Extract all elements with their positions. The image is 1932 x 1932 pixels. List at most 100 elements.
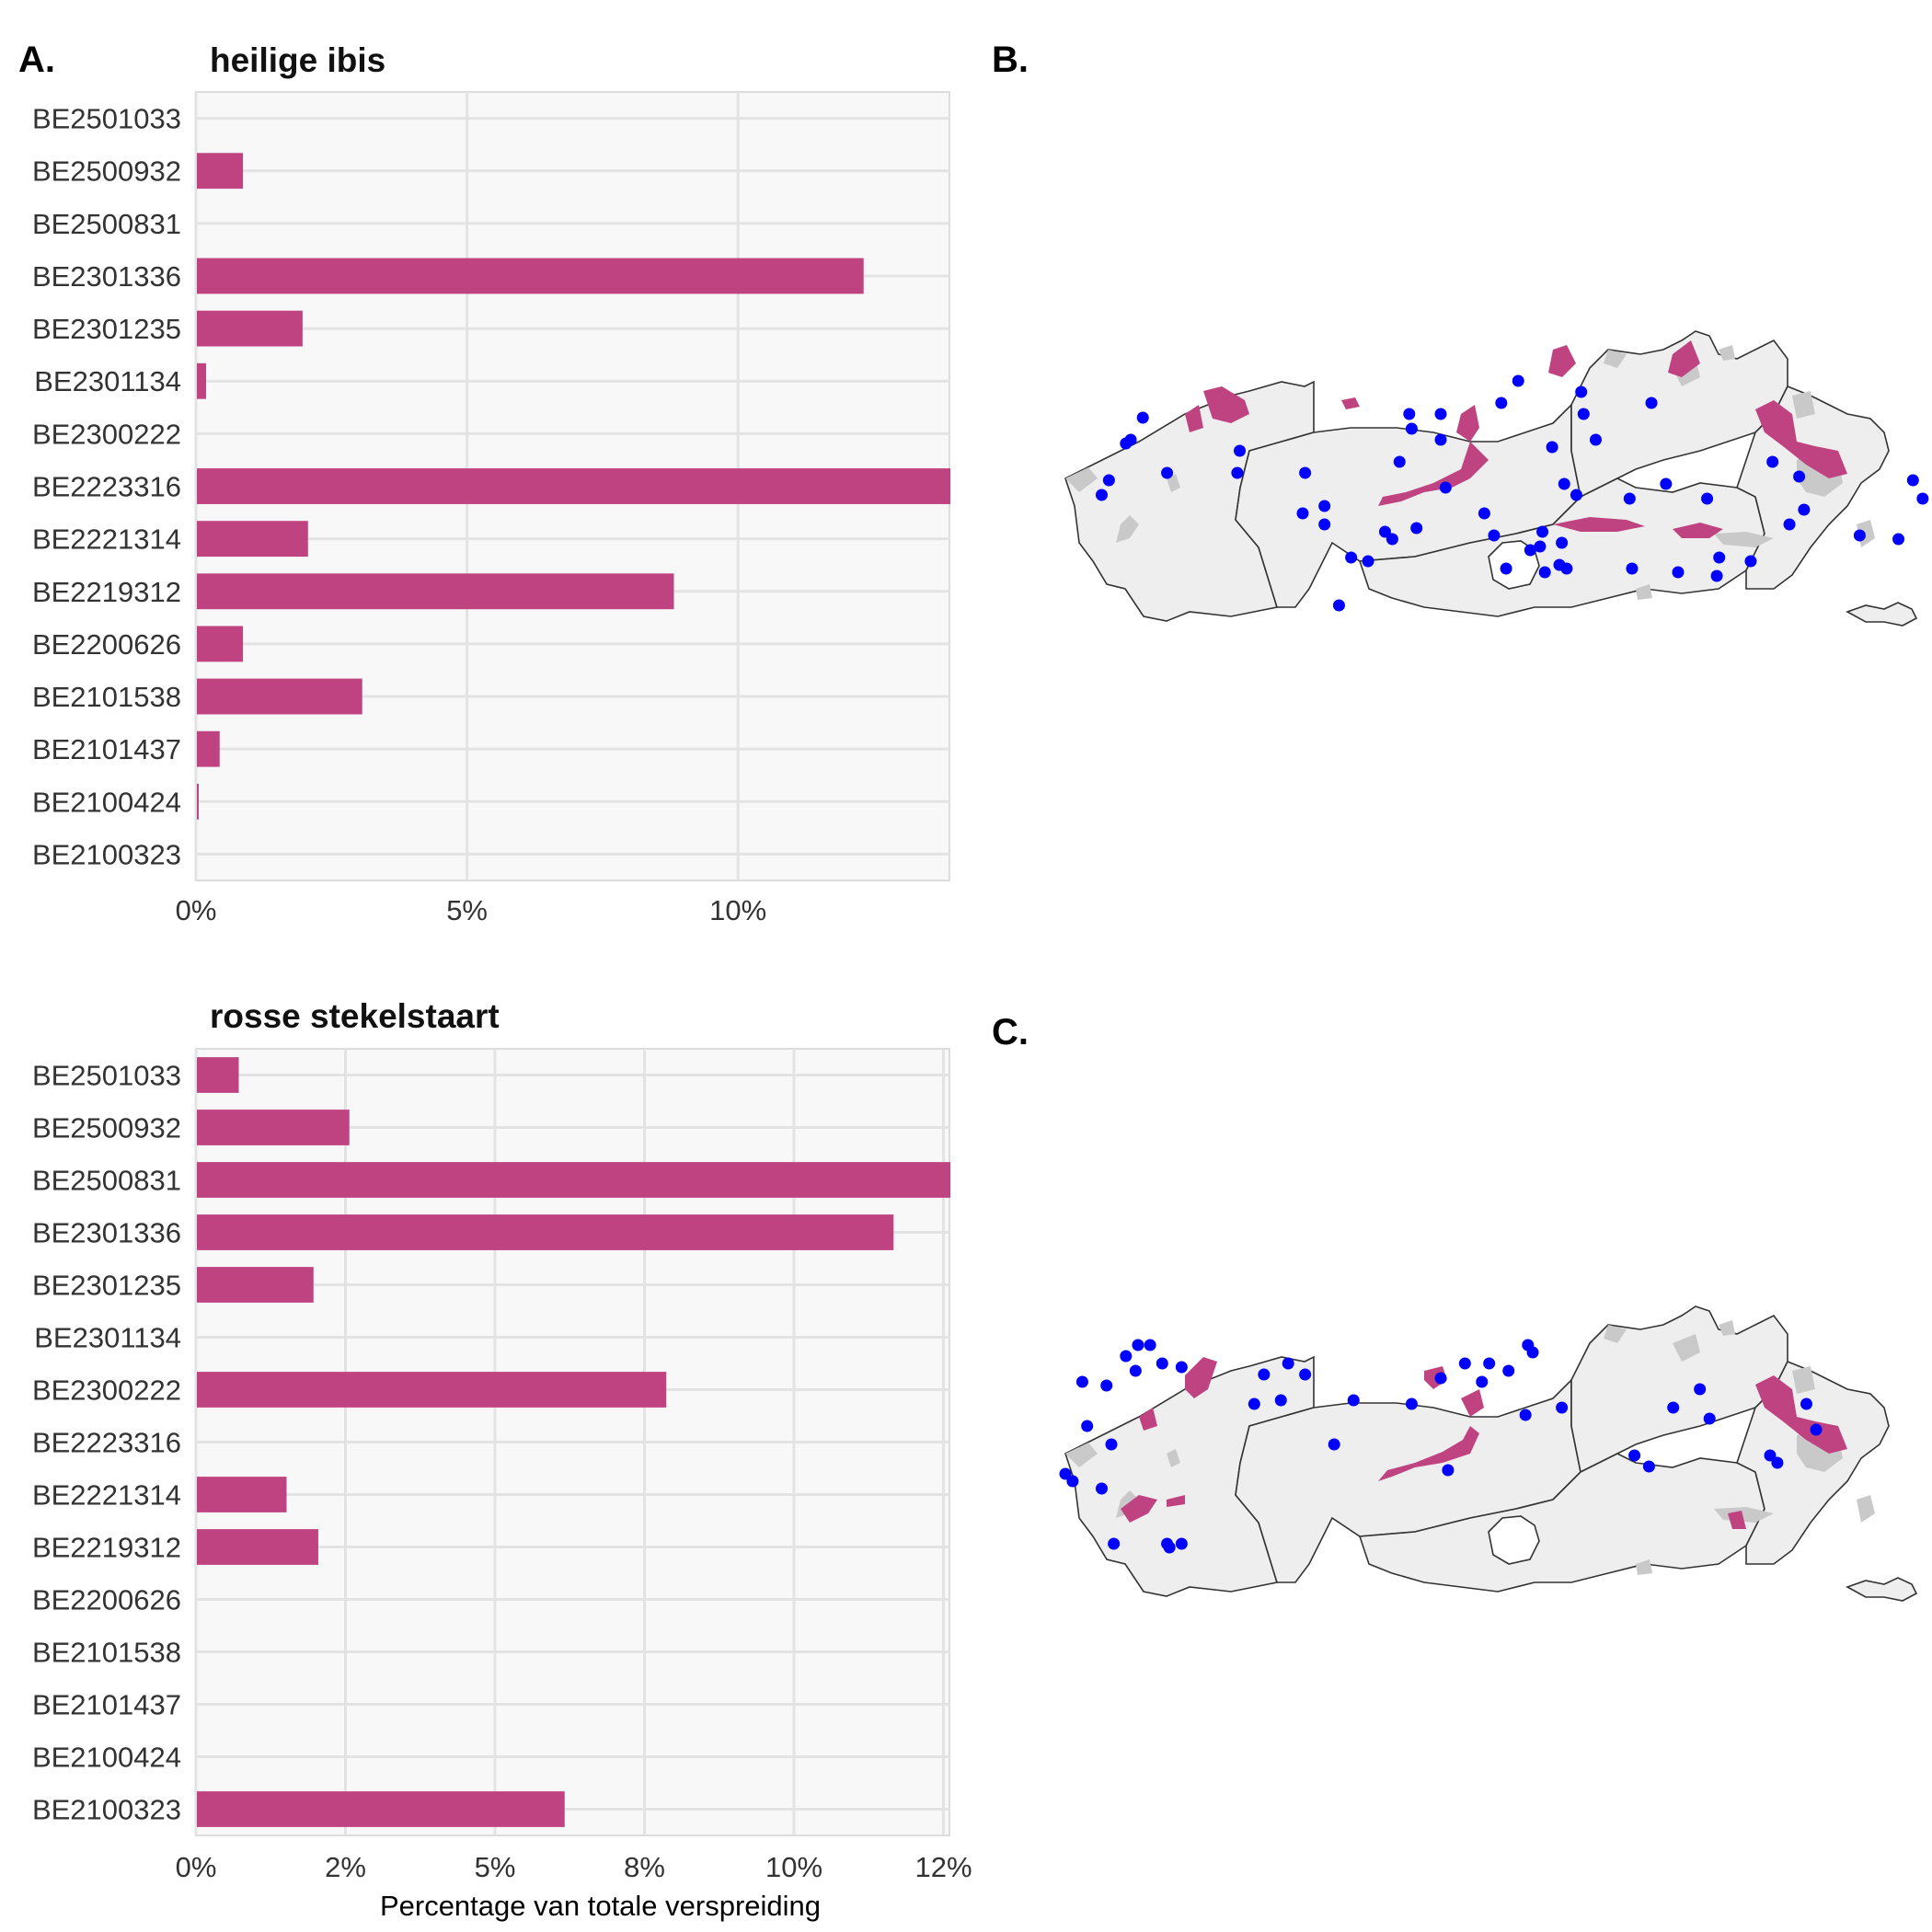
y-tick-label: BE2223316 xyxy=(32,471,181,503)
habitat-area xyxy=(1755,1375,1847,1454)
bar xyxy=(197,1267,314,1303)
habitat-area xyxy=(1456,405,1479,442)
bar xyxy=(197,730,220,767)
x-tick-label: 8% xyxy=(624,1851,665,1883)
observation-point xyxy=(1556,536,1569,549)
y-tick-label: BE2301336 xyxy=(32,260,181,293)
habitat-area xyxy=(1139,1408,1157,1431)
y-tick-label: BE2500932 xyxy=(32,1112,181,1144)
observation-point xyxy=(1701,492,1714,505)
observation-point xyxy=(1783,518,1796,531)
observation-point xyxy=(1175,1537,1188,1550)
observation-point xyxy=(1231,466,1244,479)
observation-point xyxy=(1345,551,1358,564)
habitat-area xyxy=(1121,1495,1157,1523)
observation-point xyxy=(1502,1364,1515,1377)
observation-point xyxy=(1434,408,1447,420)
y-tick-label: BE2200626 xyxy=(32,628,181,661)
y-tick-label: BE2501033 xyxy=(32,103,181,135)
observation-point xyxy=(1299,1368,1312,1381)
y-tick-label: BE2221314 xyxy=(32,1479,181,1512)
observation-point xyxy=(1553,558,1566,571)
habitat-area xyxy=(1378,442,1489,506)
observation-point xyxy=(1318,500,1331,512)
observation-point xyxy=(1405,1397,1418,1410)
habitat-area xyxy=(1728,1511,1746,1529)
observation-point xyxy=(1766,455,1779,468)
observation-point xyxy=(1163,1541,1176,1554)
observation-point xyxy=(1642,1460,1655,1473)
habitat-area xyxy=(1378,1426,1479,1481)
observation-point xyxy=(1744,555,1757,568)
observation-point xyxy=(1362,555,1374,568)
observation-point xyxy=(1442,1464,1455,1477)
bar xyxy=(197,783,199,820)
x-tick-label: 2% xyxy=(325,1851,366,1883)
observation-point xyxy=(1483,1357,1496,1370)
observation-point xyxy=(1672,566,1685,579)
observation-point xyxy=(1328,1438,1340,1451)
habitat-area xyxy=(1673,523,1723,538)
chart-title: heilige ibis xyxy=(210,41,385,79)
observation-point xyxy=(1495,397,1508,409)
panel-label-c: C. xyxy=(992,1012,1029,1052)
observation-point xyxy=(1175,1361,1188,1374)
map-rosse-stekelstaart xyxy=(1059,1305,1917,1602)
observation-point xyxy=(1660,477,1673,490)
observation-point xyxy=(1161,466,1174,479)
y-tick-label: BE2100323 xyxy=(32,838,181,870)
bar xyxy=(197,1791,565,1827)
observation-point xyxy=(1476,1375,1489,1388)
observation-point xyxy=(1132,1339,1144,1351)
y-tick-label: BE2100323 xyxy=(32,1794,181,1826)
observation-point xyxy=(1059,1467,1072,1480)
habitat-area xyxy=(1755,400,1847,478)
x-tick-label: 10% xyxy=(765,1851,822,1883)
bar xyxy=(197,468,950,504)
observation-point xyxy=(1095,489,1108,501)
habitat-area xyxy=(1548,345,1576,377)
observation-point xyxy=(1102,474,1115,487)
bar xyxy=(197,153,244,190)
x-axis-title: Percentage van totale verspreiding xyxy=(380,1890,821,1922)
y-tick-label: BE2301235 xyxy=(32,313,181,345)
y-tick-label: BE2500831 xyxy=(32,208,181,240)
observation-point xyxy=(1100,1379,1113,1392)
y-tick-label: BE2101538 xyxy=(32,1637,181,1669)
observation-point xyxy=(1558,477,1570,490)
habitat-area xyxy=(1203,386,1249,423)
y-tick-label: BE2101437 xyxy=(32,1689,181,1721)
y-tick-label: BE2301235 xyxy=(32,1270,181,1302)
observation-point xyxy=(1916,492,1929,505)
observation-point xyxy=(1386,533,1398,546)
observation-point xyxy=(1478,507,1490,520)
observation-point xyxy=(1108,1537,1121,1550)
bar xyxy=(197,626,244,662)
observation-point xyxy=(1771,1456,1784,1469)
observation-point xyxy=(1095,1482,1108,1495)
bar xyxy=(197,678,362,715)
y-tick-label: BE2500932 xyxy=(32,155,181,188)
observation-point xyxy=(1105,1438,1118,1451)
observation-point xyxy=(1075,1375,1088,1388)
habitat-area xyxy=(1341,397,1360,409)
observation-point xyxy=(1694,1383,1707,1396)
y-tick-label: BE2223316 xyxy=(32,1427,181,1459)
observation-point xyxy=(1258,1368,1271,1381)
x-tick-label: 5% xyxy=(446,894,488,926)
habitat-area xyxy=(1668,340,1700,377)
habitat-area xyxy=(1185,405,1203,432)
observation-point xyxy=(1488,529,1501,542)
observation-point xyxy=(1570,489,1582,501)
y-tick-label: BE2500831 xyxy=(32,1165,181,1197)
panel-label-b: B. xyxy=(992,40,1029,80)
observation-point xyxy=(1434,433,1447,446)
bar xyxy=(197,573,674,610)
observation-point xyxy=(1575,385,1588,398)
observation-point xyxy=(1810,1423,1823,1436)
observation-point xyxy=(1439,481,1452,494)
bar xyxy=(197,362,207,399)
observation-point xyxy=(1703,1412,1716,1425)
bar xyxy=(197,1162,950,1198)
y-tick-label: BE2301134 xyxy=(34,365,181,397)
